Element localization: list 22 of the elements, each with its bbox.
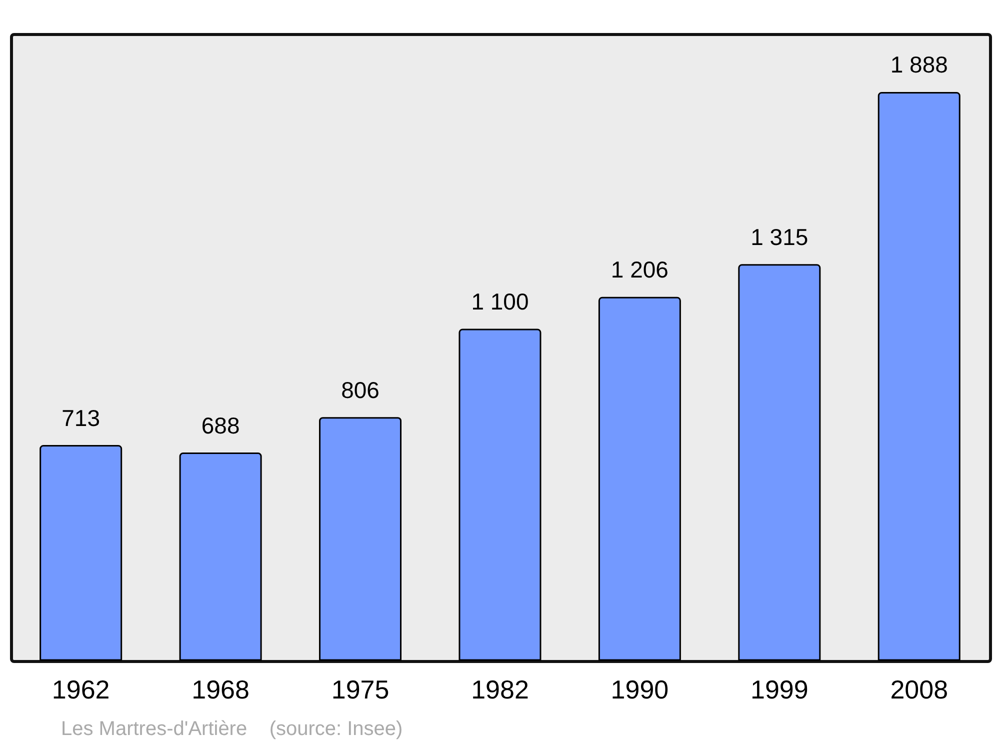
bar <box>598 296 681 661</box>
x-tick-label: 2008 <box>890 674 948 704</box>
bar <box>738 264 821 661</box>
data-label: 713 <box>62 404 100 431</box>
bar <box>878 92 960 661</box>
x-tick-label: 1990 <box>610 674 669 704</box>
data-label: 806 <box>341 376 380 403</box>
x-tick-label: 1999 <box>750 674 808 704</box>
data-label: 1 888 <box>890 52 948 78</box>
x-tick-label: 1962 <box>52 674 110 704</box>
data-label: 1 315 <box>750 224 808 250</box>
bar <box>40 445 122 661</box>
data-label: 688 <box>201 412 240 438</box>
data-label: 1 206 <box>610 256 668 283</box>
text: Les Martres-d'Artière (source: Insee) <box>61 718 403 741</box>
data-label: 1 100 <box>471 288 529 314</box>
x-tick-label: 1975 <box>331 674 390 704</box>
x-tick-label: 1968 <box>192 674 250 704</box>
x-tick-label: 1982 <box>471 674 529 704</box>
bar <box>458 328 542 661</box>
bar <box>179 452 262 661</box>
bar <box>319 417 402 661</box>
